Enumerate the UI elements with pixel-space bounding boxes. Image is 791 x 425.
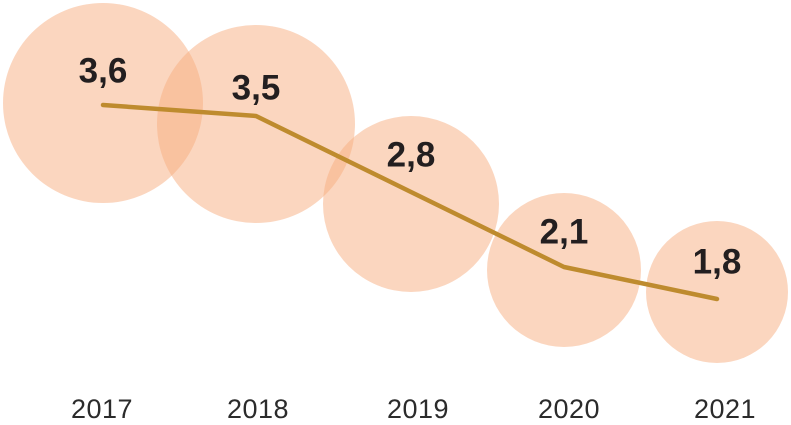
value-label: 3,6 [79,52,128,91]
bubble-2019 [323,116,499,292]
year-label: 2019 [387,394,449,424]
year-label: 2021 [694,394,756,424]
value-label: 2,8 [387,136,436,175]
value-label: 2,1 [540,213,589,252]
year-label: 2018 [227,394,289,424]
trend-line [100,102,720,302]
bubble-2021 [646,221,788,363]
year-label: 2020 [538,394,600,424]
bubble-2020 [487,193,641,347]
value-label: 1,8 [693,243,742,282]
year-label: 2017 [71,394,133,424]
bubble-2018 [157,25,355,223]
value-label: 3,5 [232,69,281,108]
